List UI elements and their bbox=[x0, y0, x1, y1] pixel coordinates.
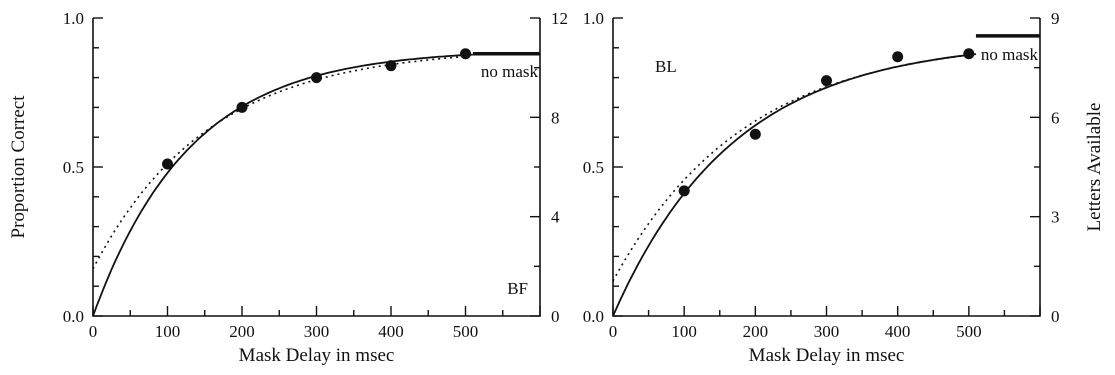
data-point bbox=[311, 72, 322, 84]
x-tick-label: 400 bbox=[885, 322, 911, 341]
data-point bbox=[385, 60, 397, 72]
data-point bbox=[678, 185, 690, 197]
data-point bbox=[162, 158, 173, 170]
x-tick-label: 100 bbox=[155, 322, 181, 341]
data-point bbox=[749, 128, 761, 140]
solid-fit-curve bbox=[92, 53, 473, 317]
axes-frame bbox=[612, 18, 1041, 317]
x-tick-label: 500 bbox=[453, 322, 479, 341]
x-tick-label: 0 bbox=[89, 322, 98, 341]
solid-fit-curve bbox=[612, 53, 977, 317]
x-tick-label: 200 bbox=[229, 322, 255, 341]
x-tick-label: 300 bbox=[814, 322, 840, 341]
y2-tick-label: 0 bbox=[1051, 307, 1060, 326]
y-tick-label: 1.0 bbox=[63, 9, 84, 28]
y2-tick-label: 3 bbox=[1051, 208, 1060, 227]
y-tick-label: 1.0 bbox=[583, 9, 604, 28]
y2-tick-label: 0 bbox=[551, 307, 560, 326]
data-point bbox=[821, 75, 832, 87]
y2-tick-label: 8 bbox=[551, 108, 560, 127]
x-tick-label: 200 bbox=[743, 322, 769, 341]
data-point bbox=[460, 48, 471, 60]
y-tick-label: 0.5 bbox=[583, 158, 604, 177]
chart-panel-bf: 0 100 200 300 400 500 0.0 0.5 1.0 0 4 8 12 Mask Delay… bbox=[8, 9, 568, 366]
x-tick-label: 400 bbox=[378, 322, 404, 341]
axes-frame bbox=[92, 18, 541, 317]
x-axis-title: Mask Delay in msec bbox=[749, 345, 905, 366]
dotted-fit-curve bbox=[612, 53, 977, 282]
x-tick-label: 100 bbox=[671, 322, 697, 341]
x-tick-label: 0 bbox=[609, 322, 618, 341]
x-tick-label: 500 bbox=[956, 322, 982, 341]
y-tick-label: 0.5 bbox=[63, 158, 84, 177]
panel-label: BF bbox=[507, 279, 528, 298]
y2-tick-label: 4 bbox=[551, 208, 560, 227]
y2-tick-label: 9 bbox=[1051, 9, 1060, 28]
data-point bbox=[236, 101, 248, 113]
y2-axis-title: Letters Available bbox=[1084, 103, 1105, 232]
y2-tick-label: 6 bbox=[1051, 108, 1060, 127]
y-axis-title: Proportion Correct bbox=[8, 95, 29, 239]
no-mask-label: no mask bbox=[481, 62, 539, 81]
data-point bbox=[963, 48, 975, 60]
y-tick-label: 0.0 bbox=[583, 307, 604, 326]
data-point bbox=[892, 51, 904, 63]
y2-tick-label: 12 bbox=[551, 9, 568, 28]
x-axis-title: Mask Delay in msec bbox=[239, 345, 395, 366]
no-mask-label: no mask bbox=[981, 45, 1039, 64]
y-tick-label: 0.0 bbox=[63, 307, 84, 326]
dotted-fit-curve bbox=[92, 55, 473, 270]
chart-panel-bl: 0 100 200 300 400 500 0.0 0.5 1.0 0 3 6 9 Mask Delay … bbox=[583, 9, 1105, 366]
panel-label: BL bbox=[655, 57, 677, 76]
x-tick-label: 300 bbox=[304, 322, 330, 341]
